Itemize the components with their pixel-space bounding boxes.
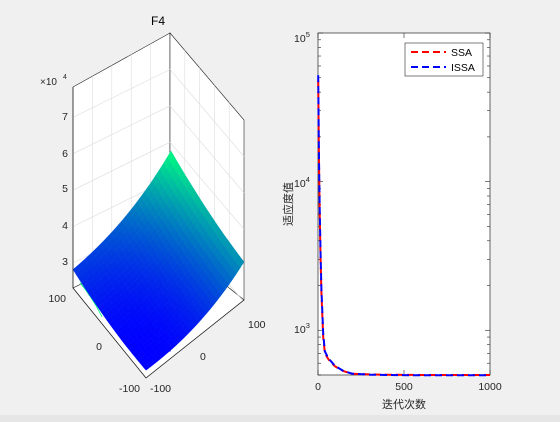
grid-line <box>72 105 171 155</box>
y-tick-label: -100 <box>119 383 140 395</box>
x-axis-label: 迭代次数 <box>382 397 426 411</box>
grid-line <box>72 69 171 118</box>
x-tick-label: 0 <box>315 381 321 393</box>
y-tick-label: 100 <box>48 293 66 305</box>
y-tick-label: 0 <box>96 341 102 353</box>
z-scale-factor: ×10 4 <box>40 74 67 88</box>
series-line-issa <box>317 75 490 377</box>
figure-bottom-strip <box>0 415 560 422</box>
surface-patch <box>72 265 80 275</box>
x-tick-label: 100 <box>248 319 266 331</box>
surface-mesh <box>72 150 245 371</box>
legend-label-ssa: SSA <box>451 47 472 59</box>
series-line-ssa <box>317 80 490 376</box>
axis-edge-front-right <box>145 299 245 379</box>
y-tick-exp: 4 <box>306 175 310 184</box>
legend-label-issa: ISSA <box>451 62 475 74</box>
grid-line <box>72 141 171 191</box>
axis-edge-front-left <box>72 287 147 379</box>
y-tick-exp: 5 <box>306 30 310 39</box>
z-tick-labels: 7 6 5 4 3 <box>62 111 68 268</box>
y-tick-labels-log: 105 104 103 <box>294 30 310 336</box>
convergence-plot: 105 104 103 0 500 1000 迭代次数 适应度值 SSA ISS… <box>281 30 502 411</box>
z-tick-label: 7 <box>62 111 68 123</box>
x-tick-label: 1000 <box>478 381 502 393</box>
grid-line <box>169 69 245 157</box>
y-tick-label-1e3: 103 <box>294 321 310 336</box>
x-tick-labels-2d: 0 500 1000 <box>315 381 502 393</box>
y-tick-base: 10 <box>294 324 306 336</box>
x-tick-label: 0 <box>200 351 206 363</box>
z-tick-label: 6 <box>62 148 68 160</box>
z-tick-label: 5 <box>62 183 68 195</box>
y-tick-labels: 100 0 -100 <box>48 293 140 395</box>
z-scale-exponent: 4 <box>63 74 67 81</box>
y-tick-label-1e5: 105 <box>294 30 310 45</box>
plot-area <box>317 32 491 376</box>
series-lines <box>317 75 490 377</box>
z-tick-label: 3 <box>62 256 68 268</box>
y-axis-label: 适应度值 <box>281 182 295 226</box>
grid-line <box>169 142 245 230</box>
x-tick-label: -100 <box>150 383 171 395</box>
plot3d-title: F4 <box>151 14 165 28</box>
y-tick-exp: 3 <box>306 321 310 330</box>
y-tick-label-1e4: 104 <box>294 175 310 190</box>
z-tick-label: 4 <box>62 220 68 232</box>
surface-plot-f4: F4 ×10 4 7 6 5 4 3 100 0 -100 -100 0 100 <box>40 14 266 395</box>
y-tick-base: 10 <box>294 33 306 45</box>
x-tick-labels: -100 0 100 <box>150 319 266 395</box>
contour-line <box>79 282 103 317</box>
legend[interactable]: SSA ISSA <box>404 42 484 77</box>
x-tick-label: 500 <box>395 381 413 393</box>
z-scale-label: ×10 <box>40 77 57 88</box>
y-tick-base: 10 <box>294 178 306 190</box>
grid-line <box>169 105 245 193</box>
legend-box <box>404 42 484 77</box>
